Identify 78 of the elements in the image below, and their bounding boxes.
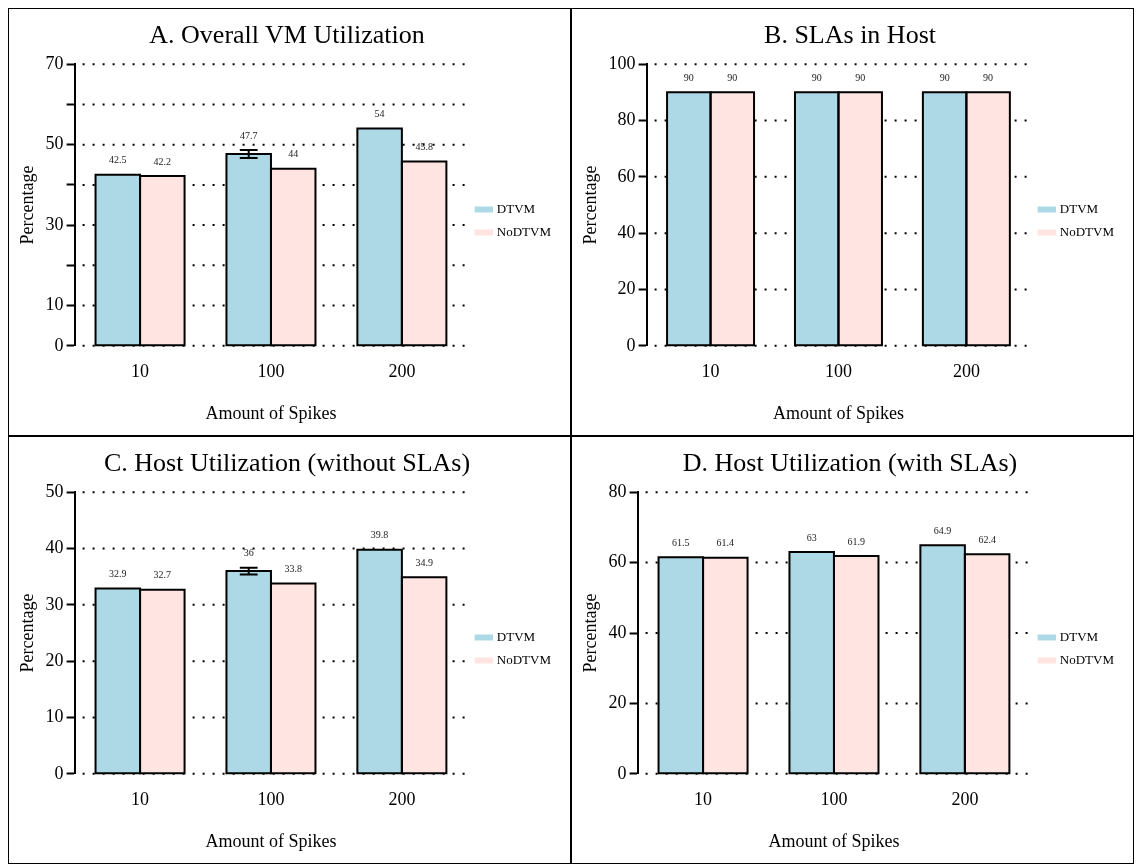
y-tick-label: 30	[45, 213, 64, 234]
chart-title: C. Host Utilization (without SLAs)	[103, 448, 471, 478]
legend-label: NoDTVM	[1059, 651, 1115, 667]
data-label: 62.4	[978, 533, 996, 545]
legend-label: DTVM	[1059, 628, 1099, 644]
data-label: 61.5	[672, 536, 690, 548]
data-label: 33.8	[284, 563, 302, 575]
x-tick-label: 200	[388, 789, 416, 810]
y-tick-label: 0	[54, 762, 64, 783]
legend-label: DTVM	[1059, 200, 1099, 216]
y-tick-label: 50	[45, 480, 64, 501]
x-tick-label: 200	[952, 361, 980, 382]
data-label: 42.5	[109, 154, 127, 166]
x-axis-title: Amount of Spikes	[205, 830, 337, 851]
data-label: 42.2	[153, 155, 172, 167]
data-label: 54	[374, 108, 385, 120]
x-axis-title: Amount of Spikes	[772, 402, 904, 423]
legend-label: NoDTVM	[496, 223, 552, 239]
y-tick-label: 40	[45, 537, 64, 558]
data-label: 90	[855, 71, 866, 83]
data-label: 90	[939, 71, 950, 83]
data-label: 90	[811, 71, 822, 83]
y-tick-label: 20	[608, 692, 627, 713]
data-label: 61.9	[847, 535, 865, 547]
data-label: 32.7	[153, 569, 172, 581]
x-tick-label: 100	[257, 361, 285, 382]
y-tick-label: 40	[617, 221, 636, 242]
legend-label: NoDTVM	[496, 651, 552, 667]
y-axis-title: Percentage	[16, 593, 37, 673]
y-tick-label: 0	[626, 334, 636, 355]
data-label: 39.8	[370, 529, 389, 541]
y-tick-label: 30	[45, 593, 64, 614]
y-tick-label: 0	[54, 334, 64, 355]
data-label: 64.9	[933, 524, 952, 536]
y-tick-label: 40	[608, 621, 627, 642]
data-label: 36	[243, 547, 254, 559]
x-tick-label: 100	[824, 361, 852, 382]
data-label: 45.8	[415, 141, 433, 153]
x-tick-label: 100	[257, 789, 285, 810]
legend-label: NoDTVM	[1059, 223, 1115, 239]
x-tick-label: 200	[388, 361, 416, 382]
x-tick-label: 10	[131, 789, 150, 810]
x-tick-label: 100	[820, 789, 848, 810]
y-tick-label: 60	[608, 551, 627, 572]
legend-label: DTVM	[496, 628, 536, 644]
y-tick-label: 70	[45, 52, 64, 73]
chart-title: B. SLAs in Host	[764, 20, 937, 50]
x-axis-title: Amount of Spikes	[768, 830, 900, 851]
x-tick-label: 10	[701, 361, 720, 382]
data-label: 90	[983, 71, 994, 83]
chart-title: D. Host Utilization (with SLAs)	[682, 448, 1018, 478]
y-tick-label: 100	[608, 52, 636, 73]
x-tick-label: 10	[131, 361, 150, 382]
y-tick-label: 60	[617, 165, 636, 186]
legend-label: DTVM	[496, 200, 536, 216]
y-tick-label: 20	[617, 278, 636, 299]
data-label: 34.9	[415, 556, 433, 568]
x-tick-label: 200	[951, 789, 979, 810]
y-axis-title: Percentage	[579, 165, 600, 245]
data-label: 32.9	[109, 568, 127, 580]
data-label: 44	[288, 148, 299, 160]
y-tick-label: 80	[617, 109, 636, 130]
y-tick-label: 50	[45, 133, 64, 154]
y-tick-label: 10	[45, 294, 64, 315]
y-tick-label: 20	[45, 649, 64, 670]
data-label: 90	[727, 71, 738, 83]
data-label: 61.4	[716, 537, 735, 549]
y-axis-title: Percentage	[579, 593, 600, 673]
x-tick-label: 10	[694, 789, 713, 810]
y-tick-label: 80	[608, 480, 627, 501]
data-label: 63	[806, 531, 817, 543]
chart-title: A. Overall VM Utilization	[149, 20, 425, 50]
y-tick-label: 0	[617, 762, 627, 783]
data-label: 90	[683, 71, 694, 83]
y-tick-label: 10	[45, 706, 64, 727]
y-axis-title: Percentage	[16, 165, 37, 245]
data-label: 47.7	[239, 129, 258, 141]
x-axis-title: Amount of Spikes	[205, 402, 337, 423]
